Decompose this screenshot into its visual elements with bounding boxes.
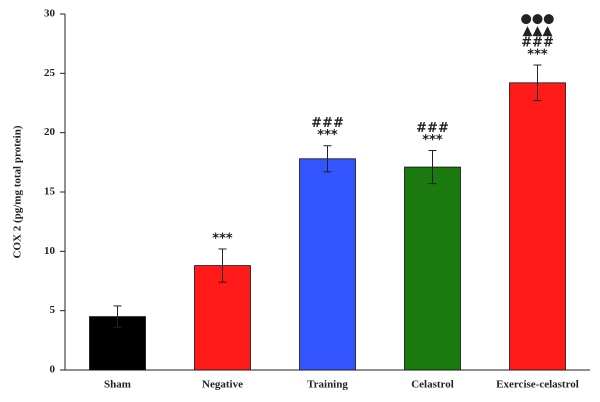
y-tick-label: 20 bbox=[44, 126, 56, 138]
x-tick-label: Exercise-celastrol bbox=[496, 379, 579, 391]
significance-mark: ### bbox=[311, 116, 344, 131]
bar bbox=[509, 82, 566, 371]
significance-mark: *** bbox=[527, 48, 548, 63]
y-tick-label: 15 bbox=[44, 186, 56, 198]
significance-mark: *** bbox=[212, 231, 233, 246]
bar bbox=[404, 166, 461, 371]
y-axis-label: COX 2 (pg/mg total protein) bbox=[12, 125, 24, 258]
bar bbox=[194, 265, 251, 371]
significance-mark: ●●● bbox=[520, 12, 554, 27]
significance-mark: *** bbox=[317, 128, 338, 143]
y-tick-label: 10 bbox=[44, 245, 56, 257]
x-tick-label: Celastrol bbox=[411, 379, 454, 391]
x-tick-label: Training bbox=[307, 379, 348, 391]
y-tick-label: 0 bbox=[50, 364, 56, 376]
y-tick-label: 30 bbox=[44, 8, 56, 20]
significance-mark: *** bbox=[422, 133, 443, 148]
significance-mark: ### bbox=[416, 121, 449, 136]
x-tick-label: Sham bbox=[104, 379, 131, 391]
y-tick-label: 5 bbox=[50, 304, 56, 316]
bar bbox=[299, 158, 356, 371]
x-tick-label: Negative bbox=[202, 379, 243, 391]
significance-mark: ### bbox=[521, 36, 554, 51]
y-tick-label: 25 bbox=[44, 67, 56, 79]
significance-mark: ▲▲▲ bbox=[523, 24, 553, 39]
